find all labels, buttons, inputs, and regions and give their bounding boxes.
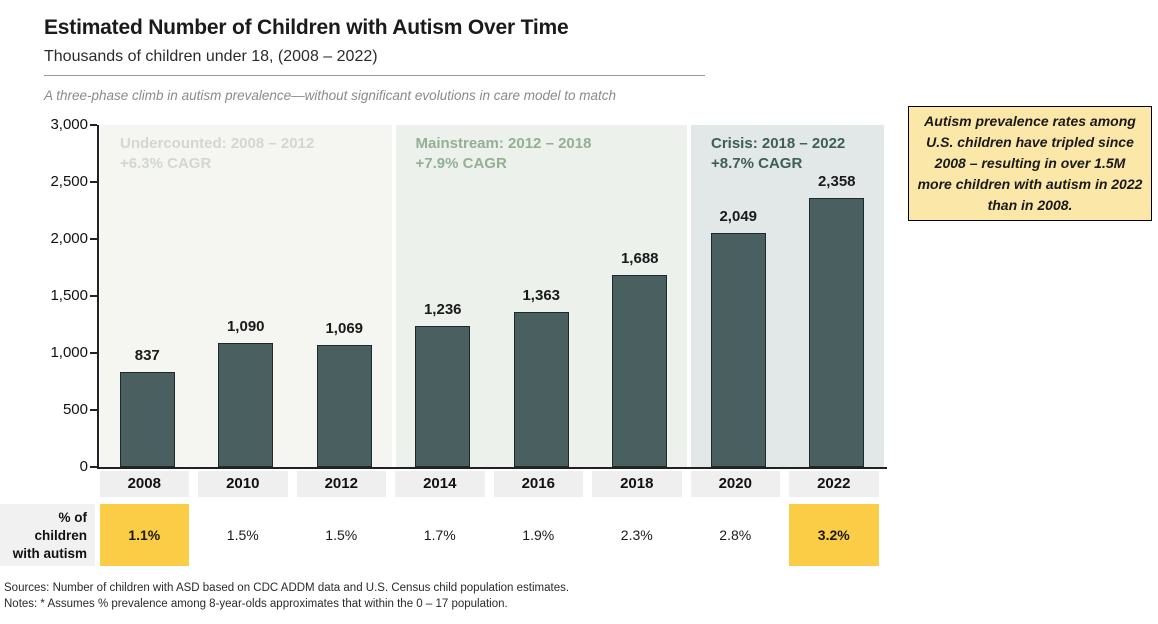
bar-value-label: 837 bbox=[134, 346, 160, 364]
y-tick-mark bbox=[90, 181, 97, 183]
callout-text: Autism prevalence rates among U.S. child… bbox=[917, 113, 1143, 213]
phase-label-group-3: Crisis: 2018 – 2022 +8.7% CAGR bbox=[691, 125, 884, 174]
y-tick-label: 2,500 bbox=[50, 173, 88, 190]
bar-value-label: 2,358 bbox=[817, 173, 856, 191]
prevalence-value-2014: 1.7% bbox=[423, 527, 456, 543]
y-tick-mark bbox=[90, 352, 97, 354]
sources-note: Sources: Number of children with ASD bas… bbox=[4, 582, 570, 594]
methodology-note: Notes: * Assumes % prevalence among 8-ye… bbox=[4, 598, 508, 610]
bar-value-label: 2,049 bbox=[719, 208, 758, 226]
prevalence-value-2020: 2.8% bbox=[719, 527, 752, 543]
year-label-2020: 2020 bbox=[690, 471, 780, 497]
year-label-2018: 2018 bbox=[592, 471, 682, 497]
callout-box: Autism prevalence rates among U.S. child… bbox=[908, 106, 1152, 221]
phase-cagr: +8.7% CAGR bbox=[711, 155, 803, 172]
chart-subtitle: Thousands of children under 18, (2008 – … bbox=[44, 48, 378, 65]
phase-label-group-1: Undercounted: 2008 – 2012 +6.3% CAGR bbox=[100, 125, 392, 174]
bar-2008 bbox=[119, 371, 175, 467]
bar-value-label: 1,363 bbox=[522, 286, 561, 304]
year-label-2014: 2014 bbox=[395, 471, 485, 497]
phase-cagr: +7.9% CAGR bbox=[415, 155, 507, 172]
bar-2016 bbox=[513, 311, 569, 467]
bar-2014 bbox=[415, 326, 471, 467]
bar-2022 bbox=[809, 198, 865, 467]
footnotes: Sources: Number of children with ASD bas… bbox=[4, 580, 569, 612]
prevalence-value-2018: 2.3% bbox=[620, 527, 653, 543]
year-label-2012: 2012 bbox=[296, 471, 386, 497]
y-tick-mark bbox=[90, 124, 97, 126]
y-tick-label: 1,000 bbox=[50, 344, 88, 361]
y-tick-label: 1,500 bbox=[50, 287, 88, 304]
takeaway-annotation: A three-phase climb in autism prevalence… bbox=[44, 88, 617, 103]
phase-label: Crisis: 2018 – 2022 bbox=[711, 135, 846, 152]
prevalence-value-2010: 1.5% bbox=[226, 527, 259, 543]
phase-cagr: +6.3% CAGR bbox=[120, 155, 212, 172]
y-tick-mark bbox=[90, 466, 97, 468]
y-tick-label: 2,000 bbox=[50, 230, 88, 247]
prevalence-row-label: % of children with autism bbox=[0, 504, 95, 566]
year-label-2022: 2022 bbox=[789, 471, 879, 497]
row-label-line: % of bbox=[58, 510, 88, 525]
row-label-line: children bbox=[34, 528, 87, 543]
bar-2010 bbox=[218, 342, 274, 467]
phase-label: Undercounted: 2008 – 2012 bbox=[120, 135, 315, 152]
bar-2020 bbox=[710, 233, 766, 467]
header-divider bbox=[44, 75, 705, 76]
year-label-2008: 2008 bbox=[99, 471, 189, 497]
y-tick-label: 0 bbox=[79, 458, 88, 475]
y-tick-mark bbox=[90, 295, 97, 297]
bar-value-label: 1,090 bbox=[226, 317, 265, 335]
prevalence-value-2016: 1.9% bbox=[522, 527, 555, 543]
prevalence-value-2022: 3.2% bbox=[789, 504, 879, 566]
prevalence-value-2012: 1.5% bbox=[325, 527, 358, 543]
bar-value-label: 1,236 bbox=[423, 301, 462, 319]
x-axis-line bbox=[97, 467, 887, 469]
phase-label-group-2: Mainstream: 2012 – 2018 +7.9% CAGR bbox=[396, 125, 688, 174]
year-label-2010: 2010 bbox=[198, 471, 288, 497]
row-label-line: with autism bbox=[12, 546, 87, 561]
y-tick-label: 500 bbox=[62, 401, 88, 418]
y-tick-mark bbox=[90, 409, 97, 411]
y-tick-label: 3,000 bbox=[50, 116, 88, 133]
phase-label: Mainstream: 2012 – 2018 bbox=[415, 135, 592, 152]
bar-2018 bbox=[612, 274, 668, 467]
bar-2012 bbox=[316, 345, 372, 467]
bar-value-label: 1,688 bbox=[620, 249, 659, 267]
y-axis-line bbox=[97, 125, 99, 468]
bar-value-label: 1,069 bbox=[325, 320, 364, 338]
prevalence-value-2008: 1.1% bbox=[99, 504, 189, 566]
page-title: Estimated Number of Children with Autism… bbox=[44, 16, 569, 39]
year-label-2016: 2016 bbox=[493, 471, 583, 497]
y-tick-mark bbox=[90, 238, 97, 240]
